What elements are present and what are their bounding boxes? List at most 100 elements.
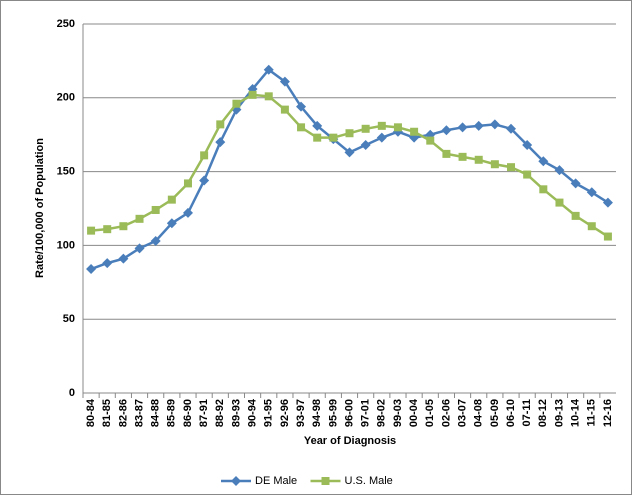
y-tick-label: 250 (57, 18, 75, 30)
y-axis-title: Rate/100,000 of Population (34, 138, 46, 278)
marker (151, 205, 160, 214)
x-tick-label: 91-95 (263, 399, 275, 427)
x-tick-label: 92-96 (279, 399, 291, 427)
marker (570, 178, 581, 189)
marker (297, 123, 306, 132)
x-tick-label: 88-92 (214, 399, 226, 427)
x-tick-label: 08-12 (537, 399, 549, 427)
x-tick-label: 81-85 (101, 399, 113, 427)
marker (118, 253, 129, 264)
x-tick-label: 84-88 (150, 399, 162, 427)
x-tick-label: 09-13 (553, 399, 565, 427)
x-tick-label: 12-16 (602, 399, 614, 427)
marker (135, 214, 144, 223)
marker (506, 123, 517, 134)
y-tick-label: 50 (63, 313, 75, 325)
marker (538, 156, 549, 167)
x-tick-label: 94-98 (311, 399, 323, 427)
marker (410, 127, 419, 136)
x-tick-label: 85-89 (166, 399, 178, 427)
x-tick-label: 07-11 (521, 399, 533, 427)
marker (87, 226, 96, 235)
marker (587, 222, 596, 231)
marker (166, 218, 177, 229)
marker (457, 122, 468, 133)
x-tick-label: 86-90 (182, 399, 194, 427)
x-tick-label: 04-08 (473, 399, 485, 427)
marker (231, 476, 241, 486)
marker (393, 123, 402, 132)
x-tick-label: 83-87 (133, 399, 145, 427)
x-tick-label: 82-86 (117, 399, 129, 427)
marker (522, 140, 533, 151)
marker (571, 211, 580, 220)
marker (216, 120, 225, 129)
marker (263, 64, 274, 75)
marker (183, 179, 192, 188)
marker (523, 170, 532, 179)
marker (426, 136, 435, 145)
x-axis-title: Year of Diagnosis (304, 435, 396, 447)
legend-label: DE Male (255, 475, 297, 487)
x-tick-label: 10-14 (570, 398, 582, 427)
marker (376, 132, 387, 143)
marker (473, 120, 484, 131)
marker (361, 124, 370, 133)
x-tick-label: 93-97 (295, 399, 307, 427)
marker (360, 140, 371, 151)
x-tick-label: 96-00 (343, 399, 355, 427)
marker (458, 152, 467, 161)
x-tick-label: 95-99 (327, 399, 339, 427)
marker (539, 185, 548, 194)
marker (344, 147, 355, 158)
legend-item: DE Male (221, 475, 297, 487)
x-tick-label: 87-91 (198, 399, 210, 427)
marker (602, 197, 613, 208)
marker (441, 125, 452, 136)
marker (248, 90, 257, 99)
marker (103, 225, 112, 234)
marker (377, 121, 386, 130)
y-tick-label: 100 (57, 239, 75, 251)
marker (555, 198, 564, 207)
marker (134, 243, 145, 254)
marker (312, 120, 323, 131)
marker (232, 99, 241, 108)
y-tick-label: 200 (57, 92, 75, 104)
marker (507, 163, 516, 172)
marker (264, 92, 273, 101)
x-tick-label: 02-06 (440, 399, 452, 427)
y-tick-label: 150 (57, 166, 75, 178)
legend-item: U.S. Male (310, 475, 393, 487)
marker (279, 76, 290, 87)
marker (345, 129, 354, 138)
x-tick-label: 89-93 (230, 399, 242, 427)
marker (296, 101, 307, 112)
y-tick-label: 0 (69, 387, 75, 399)
x-tick-label: 98-02 (376, 399, 388, 427)
x-tick-label: 90-94 (246, 398, 258, 427)
x-tick-label: 00-04 (408, 398, 420, 427)
marker (554, 165, 565, 176)
x-tick-label: 06-10 (505, 399, 517, 427)
marker (442, 149, 451, 158)
x-tick-label: 05-09 (489, 399, 501, 427)
marker (313, 133, 322, 142)
legend-label: U.S. Male (345, 475, 393, 487)
marker (102, 258, 113, 269)
marker (182, 207, 193, 218)
x-tick-label: 99-03 (392, 399, 404, 427)
marker (280, 105, 289, 114)
marker (474, 155, 483, 164)
x-tick-label: 03-07 (456, 399, 468, 427)
x-tick-label: 11-15 (586, 399, 598, 427)
marker (490, 160, 499, 169)
marker (86, 264, 97, 275)
marker (489, 119, 500, 130)
marker (586, 187, 597, 198)
marker (200, 151, 209, 160)
marker (199, 175, 210, 186)
marker (215, 137, 226, 148)
